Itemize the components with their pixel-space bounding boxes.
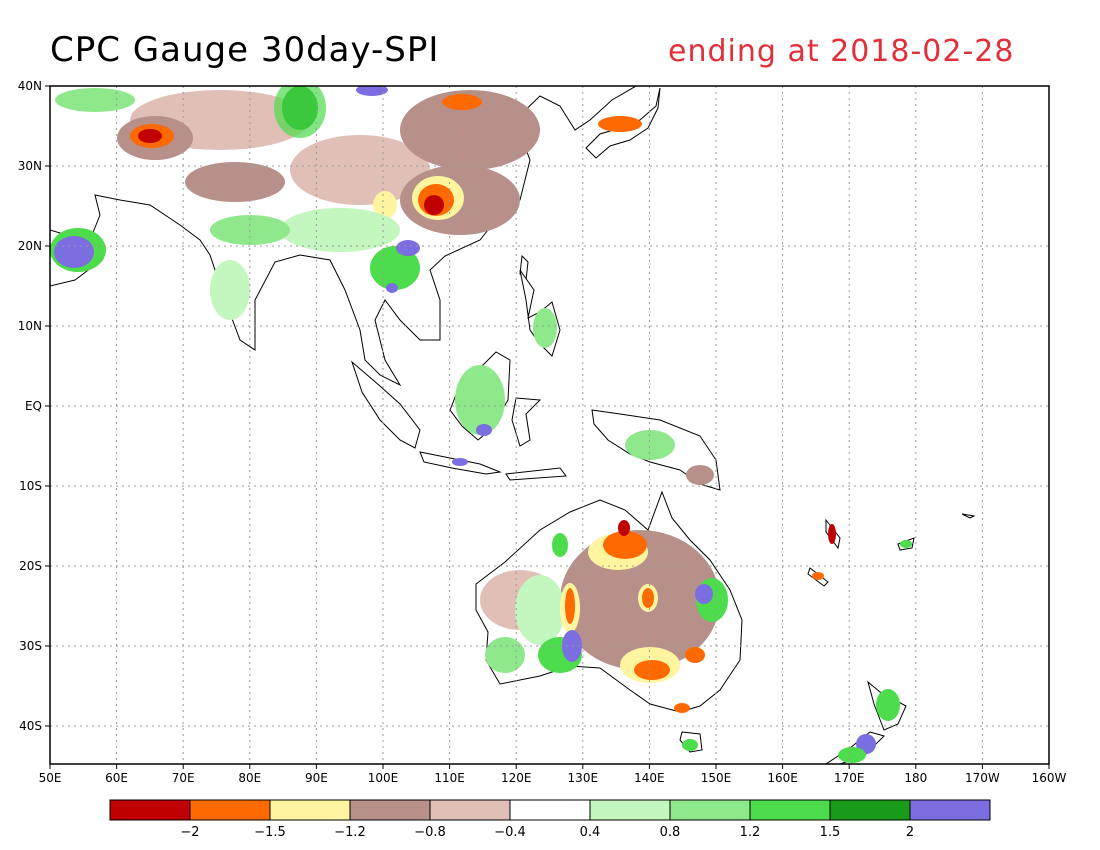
dry-severe-patch xyxy=(442,94,482,110)
dry-severe-patch xyxy=(674,703,690,713)
colorbar-label: −2 xyxy=(180,825,199,840)
x-tick-label: 180 xyxy=(904,771,927,785)
dry-weak-patch xyxy=(290,135,430,205)
x-tick-label: 70E xyxy=(172,771,195,785)
colorbar-label: 0.4 xyxy=(580,825,601,840)
wet-moderate-patch xyxy=(274,86,326,138)
wet-mild-patch xyxy=(55,88,135,112)
gridlines xyxy=(50,86,1049,764)
wet-moderate-patch xyxy=(838,747,866,763)
dry-severe-patch xyxy=(634,660,670,680)
wet-moderate-patch xyxy=(900,540,912,548)
wet-mild-patch xyxy=(485,637,525,673)
colorbar-label: −1.2 xyxy=(334,825,366,840)
colorbar-swatch xyxy=(909,799,991,821)
dry-extreme-patch xyxy=(828,524,836,544)
x-tick-label: 60E xyxy=(105,771,128,785)
colorbar-label: 1.2 xyxy=(740,825,761,840)
wet-moderate-patch xyxy=(682,739,698,751)
y-tick-label: EQ xyxy=(25,399,42,413)
x-tick-label: 150E xyxy=(701,771,732,785)
dry-extreme-patch xyxy=(424,195,444,215)
colorbar-label: −0.8 xyxy=(414,825,446,840)
x-tick-label: 130E xyxy=(568,771,599,785)
dry-extreme-patch xyxy=(618,520,630,536)
wet-extreme-patch xyxy=(54,236,94,268)
x-tick-label: 160W xyxy=(1032,771,1067,785)
y-tick-label: 40S xyxy=(19,719,42,733)
wet-extreme-patch xyxy=(695,584,713,604)
dry-mild-patch xyxy=(400,90,540,170)
dry-mild-patch xyxy=(185,162,285,202)
dry-severe-patch xyxy=(565,588,575,624)
pacific-island-d xyxy=(961,513,976,519)
wet-moderate-patch xyxy=(552,533,568,557)
colorbar-swatch xyxy=(429,799,511,821)
colorbar-swatch xyxy=(829,799,911,821)
x-tick-label: 100E xyxy=(368,771,399,785)
wet-mild-patch xyxy=(533,308,557,348)
x-axis-ticks: 50E 60E 70E 80E 90E 100E 110E 120E 130E 140E 150E 1… xyxy=(39,764,1067,785)
map-title: CPC Gauge 30day-SPI xyxy=(50,30,440,70)
y-tick-label: 10S xyxy=(19,479,42,493)
sumatra-landmass xyxy=(350,360,421,449)
dry-moderate-patch xyxy=(373,191,397,219)
wet-mild-patch xyxy=(625,430,675,460)
wet-weak-patch xyxy=(280,208,400,252)
x-tick-label: 160E xyxy=(767,771,798,785)
y-tick-label: 40N xyxy=(18,79,42,93)
y-tick-label: 20N xyxy=(18,239,42,253)
colorbar: −2 −1.5 −1.2 −0.8 −0.4 0.4 0.8 1.2 1.5 2 xyxy=(109,799,991,840)
y-tick-label: 20S xyxy=(19,559,42,573)
colorbar-label: 2 xyxy=(906,825,914,840)
x-tick-label: 140E xyxy=(634,771,665,785)
colorbar-label: 1.5 xyxy=(820,825,841,840)
colorbar-swatch xyxy=(749,799,831,821)
dry-extreme-patch xyxy=(138,129,162,143)
dry-mild-patch xyxy=(686,465,714,485)
x-tick-label: 110E xyxy=(434,771,465,785)
wet-extreme-patch xyxy=(396,240,420,256)
wet-moderate-patch xyxy=(876,689,900,721)
map-frame xyxy=(49,85,1050,765)
wet-weak-patch xyxy=(210,260,250,320)
colorbar-label: −1.5 xyxy=(254,825,286,840)
x-tick-label: 170W xyxy=(965,771,1000,785)
wet-mild-patch xyxy=(455,365,505,435)
dry-severe-patch xyxy=(642,588,654,608)
sulawesi-landmass xyxy=(511,397,542,447)
japan-landmass xyxy=(585,87,661,159)
colorbar-swatch xyxy=(349,799,431,821)
wet-extreme-patch xyxy=(356,86,388,96)
dry-severe-patch xyxy=(598,116,642,132)
colorbar-swatch xyxy=(509,799,591,821)
dry-severe-patch xyxy=(685,647,705,663)
y-tick-label: 30N xyxy=(18,159,42,173)
y-tick-label: 30S xyxy=(19,639,42,653)
colorbar-swatch xyxy=(669,799,751,821)
colorbar-swatch xyxy=(589,799,671,821)
x-tick-label: 50E xyxy=(39,771,62,785)
map-date-subtitle: ending at 2018-02-28 xyxy=(668,34,1015,69)
colorbar-label: −0.4 xyxy=(494,825,526,840)
x-tick-label: 90E xyxy=(305,771,328,785)
colorbar-swatch xyxy=(109,799,191,821)
wet-weak-patch xyxy=(515,575,565,645)
y-axis-ticks: 40N 30N 20N 10N EQ 10S 20S 30S 40S xyxy=(18,79,50,733)
sunda-islands xyxy=(505,467,567,481)
y-tick-label: 10N xyxy=(18,319,42,333)
x-tick-label: 170E xyxy=(834,771,865,785)
spi-anomaly-layer xyxy=(50,86,912,763)
colorbar-swatch xyxy=(189,799,271,821)
colorbar-swatch xyxy=(269,799,351,821)
colorbar-label: 0.8 xyxy=(660,825,681,840)
dry-severe-patch xyxy=(812,572,824,580)
wet-extreme-patch xyxy=(386,283,398,293)
x-tick-label: 80E xyxy=(238,771,261,785)
wet-extreme-patch xyxy=(476,424,492,436)
x-tick-label: 120E xyxy=(501,771,532,785)
wet-extreme-patch xyxy=(452,458,468,466)
dry-severe-patch xyxy=(603,531,647,559)
